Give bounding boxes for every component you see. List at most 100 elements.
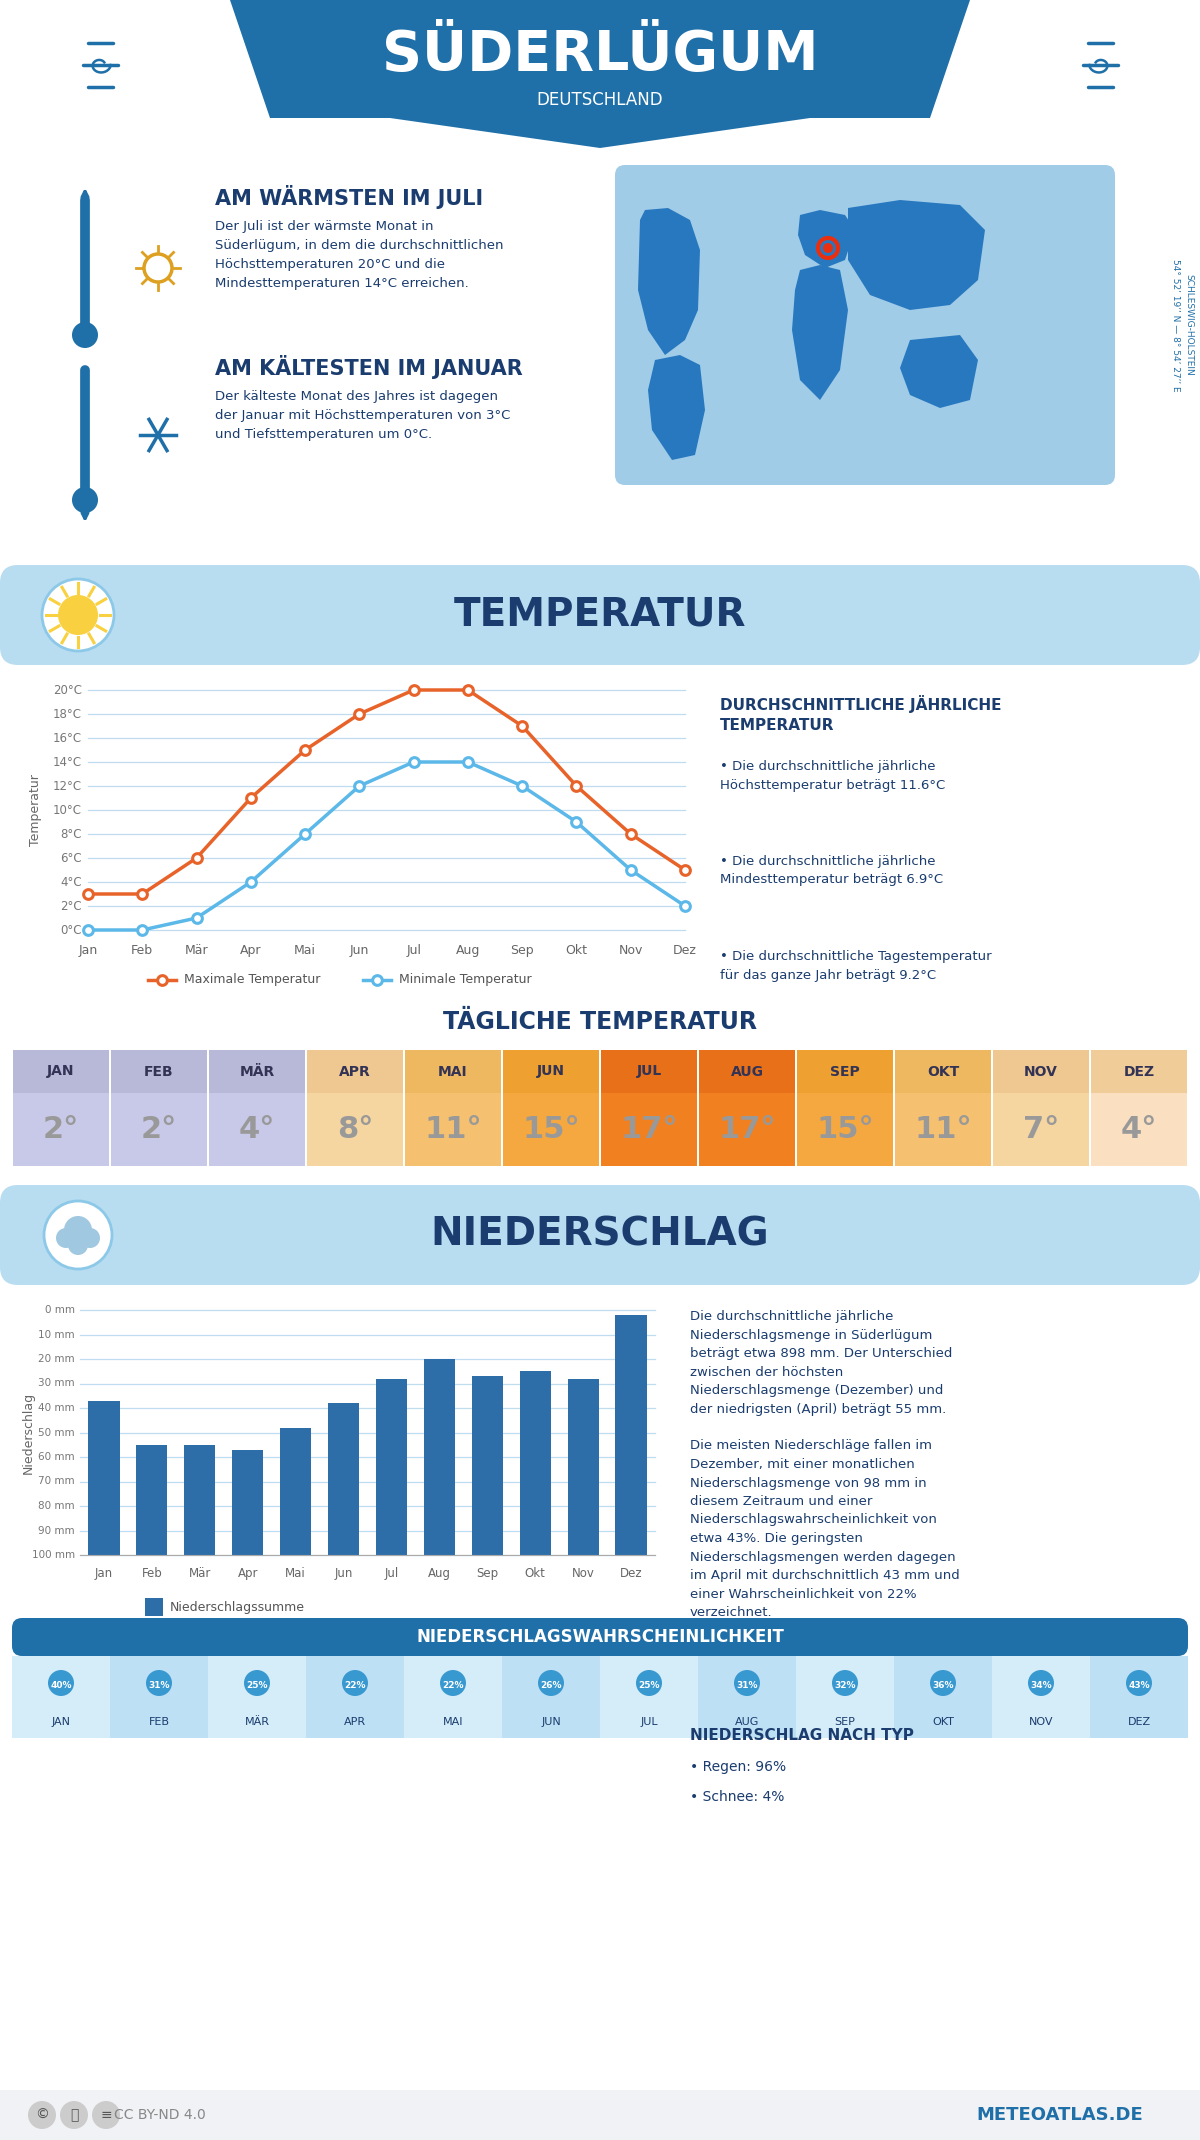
Text: Nov: Nov	[618, 944, 643, 957]
Polygon shape	[390, 118, 810, 148]
Bar	[232, 1449, 263, 1556]
Polygon shape	[638, 208, 700, 355]
Text: 30 mm: 30 mm	[38, 1378, 74, 1389]
Bar	[89, 1402, 120, 1556]
Polygon shape	[1034, 1669, 1048, 1682]
Text: 36%: 36%	[932, 1680, 954, 1688]
Text: AM WÄRMSTEN IM JULI: AM WÄRMSTEN IM JULI	[215, 184, 484, 210]
Text: Aug: Aug	[456, 944, 480, 957]
Text: Minimale Temperatur: Minimale Temperatur	[398, 974, 532, 987]
Text: 17°: 17°	[620, 1115, 678, 1145]
Text: JUN: JUN	[541, 1716, 560, 1727]
Circle shape	[832, 1669, 858, 1697]
Text: Apr: Apr	[240, 944, 262, 957]
Text: 50 mm: 50 mm	[38, 1427, 74, 1438]
Circle shape	[56, 1228, 76, 1248]
Text: DURCHSCHNITTLICHE JÄHRLICHE
TEMPERATUR: DURCHSCHNITTLICHE JÄHRLICHE TEMPERATUR	[720, 696, 1002, 732]
Bar	[307, 1051, 403, 1094]
Bar	[1091, 1051, 1187, 1094]
Bar	[406, 1051, 502, 1094]
Bar	[306, 1656, 404, 1738]
Text: 15°: 15°	[522, 1115, 580, 1145]
Text: 6°C: 6°C	[60, 852, 82, 865]
Bar	[797, 1094, 893, 1166]
Text: 4°C: 4°C	[60, 875, 82, 888]
Bar	[895, 1051, 991, 1094]
Text: OKT: OKT	[926, 1064, 959, 1079]
Polygon shape	[544, 1669, 558, 1682]
Bar	[895, 1094, 991, 1166]
Text: 26%: 26%	[540, 1680, 562, 1688]
Circle shape	[68, 1235, 88, 1254]
Text: NIEDERSCHLAG: NIEDERSCHLAG	[431, 1216, 769, 1254]
Polygon shape	[740, 1669, 754, 1682]
Bar	[280, 1427, 311, 1556]
Text: Der Juli ist der wärmste Monat in
Süderlügum, in dem die durchschnittlichen
Höch: Der Juli ist der wärmste Monat in Süderl…	[215, 220, 504, 291]
Bar	[208, 1656, 306, 1738]
Circle shape	[823, 244, 833, 253]
Text: Dez: Dez	[673, 944, 697, 957]
Bar	[520, 1372, 551, 1556]
Text: AM KÄLTESTEN IM JANUAR: AM KÄLTESTEN IM JANUAR	[215, 355, 523, 379]
Bar	[502, 1656, 600, 1738]
Text: • Die durchschnittliche jährliche
Höchsttemperatur beträgt 11.6°C: • Die durchschnittliche jährliche Höchst…	[720, 760, 946, 792]
Polygon shape	[900, 336, 978, 409]
Circle shape	[538, 1669, 564, 1697]
Bar	[137, 1444, 168, 1556]
Bar	[796, 1656, 894, 1738]
FancyBboxPatch shape	[0, 1186, 1200, 1284]
Text: Okt: Okt	[565, 944, 588, 957]
Text: JUL: JUL	[636, 1064, 661, 1079]
Polygon shape	[446, 1669, 460, 1682]
Text: Temperatur: Temperatur	[30, 775, 42, 845]
Text: 0 mm: 0 mm	[46, 1305, 74, 1314]
Text: NIEDERSCHLAG NACH TYP: NIEDERSCHLAG NACH TYP	[690, 1727, 914, 1742]
Bar	[404, 1656, 502, 1738]
Circle shape	[58, 595, 98, 636]
Polygon shape	[1132, 1669, 1146, 1682]
Text: 10°C: 10°C	[53, 802, 82, 817]
Text: 22%: 22%	[443, 1680, 463, 1688]
Text: SCHLESWIG-HOLSTEIN
54° 52’ 19’’ N — 8° 54’ 27’’ E: SCHLESWIG-HOLSTEIN 54° 52’ 19’’ N — 8° 5…	[1171, 259, 1193, 392]
Text: Okt: Okt	[524, 1566, 546, 1579]
Text: JUL: JUL	[640, 1716, 658, 1727]
Text: DEUTSCHLAND: DEUTSCHLAND	[536, 92, 664, 109]
Bar	[472, 1376, 503, 1556]
Text: TEMPERATUR: TEMPERATUR	[454, 597, 746, 633]
Text: Der kälteste Monat des Jahres ist dagegen
der Januar mit Höchsttemperaturen von : Der kälteste Monat des Jahres ist dagege…	[215, 389, 510, 441]
Text: 31%: 31%	[737, 1680, 757, 1688]
Text: NIEDERSCHLAGSWAHRSCHEINLICHKEIT: NIEDERSCHLAGSWAHRSCHEINLICHKEIT	[416, 1629, 784, 1646]
Polygon shape	[152, 1669, 166, 1682]
Text: TÄGLICHE TEMPERATUR: TÄGLICHE TEMPERATUR	[443, 1010, 757, 1034]
Text: Maximale Temperatur: Maximale Temperatur	[184, 974, 320, 987]
Text: SEP: SEP	[834, 1716, 856, 1727]
FancyBboxPatch shape	[616, 165, 1115, 486]
Bar	[601, 1051, 697, 1094]
Bar	[1091, 1094, 1187, 1166]
Circle shape	[92, 2101, 120, 2129]
Text: Niederschlagssumme: Niederschlagssumme	[170, 1601, 305, 1614]
Bar	[503, 1094, 599, 1166]
Polygon shape	[848, 199, 985, 310]
Text: 34%: 34%	[1030, 1680, 1052, 1688]
Text: 2°: 2°	[140, 1115, 178, 1145]
Bar	[992, 1656, 1090, 1738]
Bar	[12, 1656, 110, 1738]
Text: 20°C: 20°C	[53, 683, 82, 696]
Polygon shape	[250, 1669, 264, 1682]
Text: 40%: 40%	[50, 1680, 72, 1688]
Circle shape	[146, 1669, 172, 1697]
Text: Feb: Feb	[131, 944, 154, 957]
Polygon shape	[936, 1669, 950, 1682]
Bar	[894, 1656, 992, 1738]
Text: ⓘ: ⓘ	[70, 2108, 78, 2123]
Text: JAN: JAN	[52, 1716, 71, 1727]
Text: Sep: Sep	[510, 944, 534, 957]
Text: ©: ©	[35, 2108, 49, 2123]
Text: Mär: Mär	[188, 1566, 211, 1579]
Text: 90 mm: 90 mm	[38, 1526, 74, 1537]
Text: Nov: Nov	[571, 1566, 594, 1579]
Bar	[698, 1094, 796, 1166]
Text: 16°C: 16°C	[53, 732, 82, 745]
Bar	[209, 1051, 305, 1094]
